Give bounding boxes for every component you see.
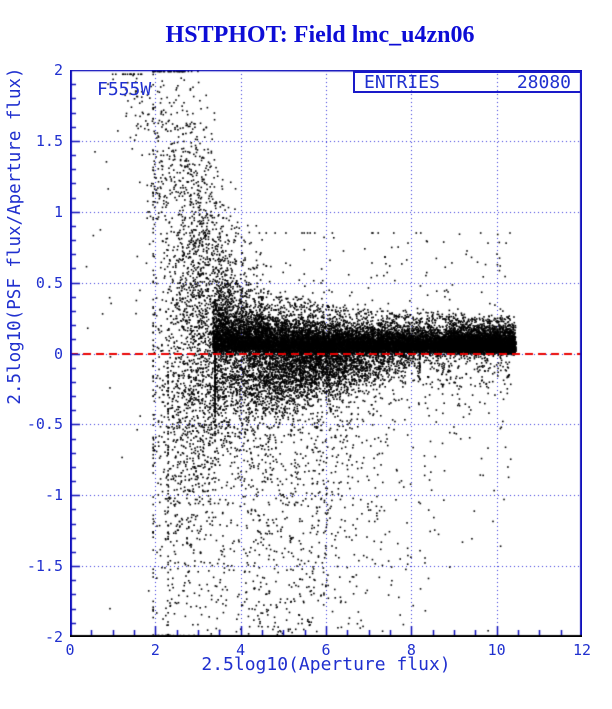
x-tick-label: 12 [572, 641, 592, 659]
y-tick-label: -2 [44, 628, 63, 646]
filter-label: F555W [97, 79, 152, 100]
x-tick-label: 10 [487, 641, 506, 659]
chart-title: HSTPHOT: Field lmc_u4zn06 [165, 22, 475, 48]
y-tick-label: 2 [53, 61, 63, 79]
y-tick-label: 0 [53, 344, 63, 363]
y-tick-label: -1.5 [26, 557, 63, 576]
x-tick-label: 8 [406, 641, 416, 659]
x-axis-title: 2.5log10(Aperture flux) [201, 654, 451, 675]
y-tick-label: -1 [44, 486, 63, 505]
entries-label: ENTRIES [364, 71, 440, 93]
y-tick-label: 1.5 [35, 131, 63, 150]
y-tick-label: 0.5 [35, 273, 63, 292]
scatter-plot-canvas [70, 70, 582, 637]
y-tick-label: 1 [53, 202, 63, 221]
entries-value: 28080 [516, 71, 571, 93]
x-tick-label: 0 [65, 641, 75, 659]
y-tick-label: -0.5 [26, 415, 63, 434]
entries-box: ENTRIES 28080 [353, 71, 582, 93]
x-tick-label: 2 [150, 641, 160, 659]
x-tick-label: 6 [321, 641, 331, 659]
x-tick-label: 4 [236, 641, 246, 659]
